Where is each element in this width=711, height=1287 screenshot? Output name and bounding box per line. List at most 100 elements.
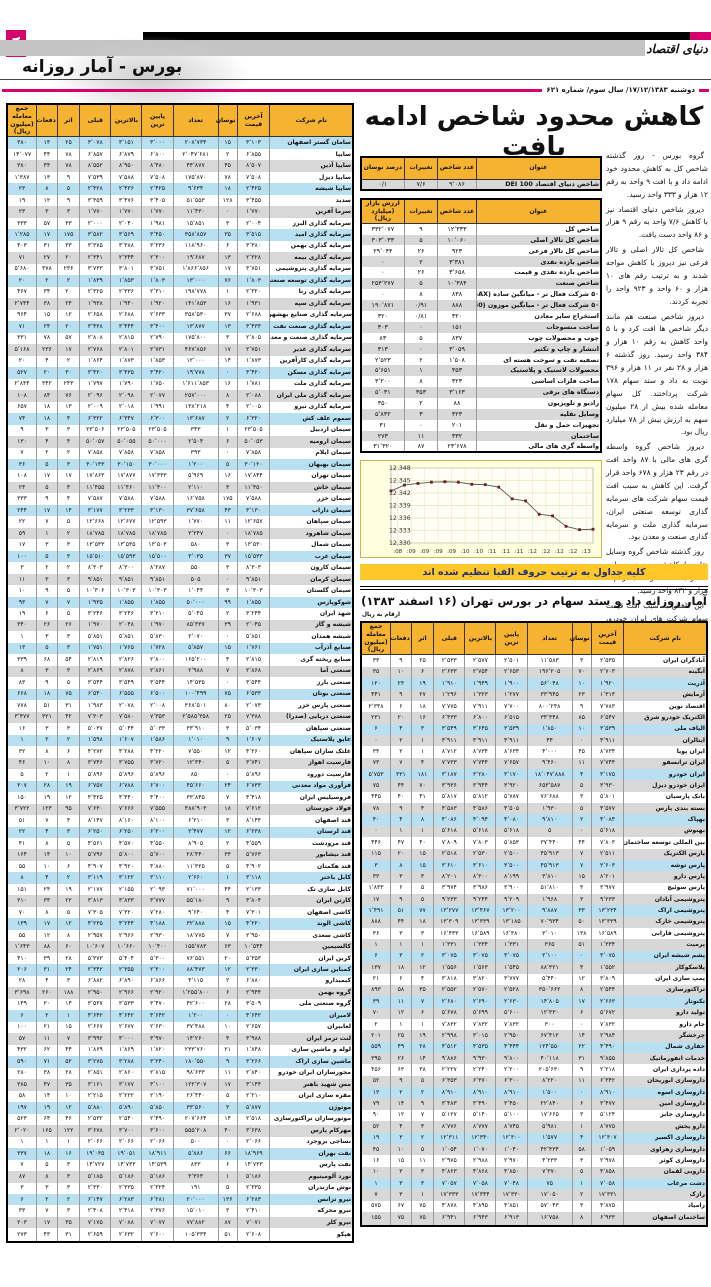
table-row: قند هکمتان ۴٬۹۰۲ ۵ ۱۱٬۳۲۵ ۴٬۸۸۰ ۴٬۹۲۰ ۴٬۹۰۷ ۶ ۱۰… — [6, 860, 354, 873]
table-row: کاشی اصفهان ۷٬۳۰۱ ۴ ۹٬۶۴۰ ۷٬۲۸۰ ۷٬۳۲۰ ۷٬۳۰۵ ۵ ۸ ۷… — [6, 906, 354, 919]
table-row: سرمایه گذاری صنعت نفت ۳٬۴۳۳ ۱۳ ۱۳٬۸۷۷ ۳٬۴۰۰ ۳… — [6, 321, 354, 333]
table-row: پتروشیمی آبادان ۹٬۲۳۳ ۳ ۱٬۹۶۸ ۹٬۲۰۹ ۹٬۲۴۴ ۹٬۲۳… — [360, 893, 708, 906]
column-header: اثر — [56, 103, 81, 137]
table-row: سرمایه گذاری بهمن ۳٬۳۸۰ ۶ ۱۱۸٬۹۶۰ ۳٬۳۳۶ ۳٬۳۸۸… — [6, 240, 354, 253]
table-row: سرمایه گذاری ملی ایران ۲٬۰۸۸ ۸ ۲۵۷٬۰۰۰ ۲٬۰۷۷… — [6, 390, 354, 402]
table-row: نیرو محرکه ۲٬۴۱۰ ۳ ۱۵٬۰۱۰ ۲٬۳۷۶ ۲٬۴۱۸ ۲٬۴۰۸ ۳ ۷ ۳… — [6, 1205, 354, 1217]
table-row: شاخص کل ۱۲٬۳۳۳ ۹ ۳۳۲٬۰۷۷ — [360, 223, 602, 235]
table-row: پارس سوئیچ ۳٬۹۷۷ ۳ ۵۱٬۸۱۰ ۳٬۹۰۰ ۳٬۹۸۶ ۳٬۹۷۴ ۵ ۶ ۱… — [360, 882, 708, 894]
stock-table-right: نام شرکت آخرین قیمت نوسان تعداد پایین ترین با… — [360, 621, 708, 1227]
table-row: اقتصاد نوین ۷٬۷۸۳ ۹ ۸۰۰٬۲۴۸ ۷٬۷۰۰ ۷٬۹۱۱ ۷٬۷۷۵ ۱… — [360, 700, 708, 713]
table-row: سرمایه گذاری مسکن ۳٬۴۲۰ ۰ ۱۹٬۷۷۸ ۳٬۴۲۰ ۳٬۴۳۵ ۳… — [6, 367, 354, 379]
table-row: پشم شیشه ایران ۳٬۰۷۵ ۰ ۲٬۱۰۰ ۳٬۰۷۵ ۳٬۰۷۵ ۳٬۰۷۵… — [360, 950, 708, 963]
column-header: آخرین قیمت — [590, 621, 625, 655]
table-row: فرآوری مواد معدنی ۶٬۷۳۳ ۲۴ ۴۵٬۶۶۰ ۶٬۷۰۰ ۶٬۷۸۸… — [6, 780, 354, 793]
table-row: صنعتی پارس خزر ۲٬۰۷۳ ۸۰ ۳۶۸٬۵۰۱ ۲٬۰۰۸ ۲٬۰۷۸ ۱٬… — [6, 700, 354, 712]
table-row: موتوژن ۵٬۸۷۷ ۳ ۳۳٬۵۶۰ ۵٬۸۵۰ ۵٬۸۹۰ ۵٬۸۸۰ ۱۲ ۱۹ ۱۹۷ — [6, 1102, 354, 1114]
table-row: نوش مازندران ۲٬۳۳۵ ۵ ۱۹۱ ۲٬۳۲۴ ۲٬۳۳۵ ۲٬۳۳۰ ۳ ۳ ۳ — [6, 1182, 354, 1194]
column-header: عنوان — [475, 156, 602, 180]
table-row: کارتن ایران ۳٬۸۰۴ ۹ ۵۵٬۱۸۰ ۳٬۷۷۷ ۳٬۸۳۳ ۳٬۸۱۳ ۲۲… — [6, 895, 354, 907]
table-row: مس شهید باهنر ۳٬۱۴۴ ۱۷ ۱۲۲٬۳۰۷ ۳٬۱۰۰ ۳٬۱۷۷ ۳٬۱… — [6, 1079, 354, 1091]
table-row: داروسازی جابر ۵٬۱۲۴ ۳ ۱۷٬۶۶۵ ۵٬۱۰۰ ۵٬۱۴۰ ۵٬۱۲۷… — [360, 1109, 708, 1122]
article-paragraph: گروه بورس - روز گذشته شاخص کل به کاهش مح… — [606, 151, 708, 199]
table-row: صنعتی بارز ۳٬۵۴۴ ۰ ۱۴٬۵۳۵ ۳٬۵۴۴ ۳٬۵۴۹ ۳٬۵۴۴ ۵ ۹ ۸… — [6, 677, 354, 689]
table-row: نیرو کلر ۷٬۰۷۱ ۸۷ ۷۷٬۸۸۲ ۷٬۰۷۷ ۷٬۰۸۸ ۷٬۱۷۵ ۳۵ ۱۷… — [6, 1216, 354, 1229]
svg-text:13:: 13: — [582, 549, 591, 555]
table-row: ماشین سازی اراک ۳٬۲۶۶ ۹ ۱۸۰٬۵۵۰ ۳٬۲۴۰ ۳٬۲۸۸ ۳٬… — [6, 1056, 354, 1068]
svg-text:12,336: 12,336 — [389, 516, 411, 523]
table-row: دارویی لقمان ۴٬۸۵۸ ۵ ۷٬۳۷۰ ۴٬۸۵۰ ۴٬۸۶۸ ۴٬۸۶۳ ۳ ۳… — [360, 1166, 708, 1178]
table-row: حفاری شمال ۴٬۴۹۰ ۲۲ ۱۲۴٬۵۵۰ ۴٬۴۴۴ ۴٬۵۳۵ ۴٬۵۱۲ ۲… — [360, 1041, 708, 1054]
svg-text:09:: 09: — [407, 549, 416, 555]
table-row: بین المللی توسعه ساختمان ۷٬۸۰۳ ۴۴ ۳۷٬۴۴۰ ۵٬۸… — [360, 837, 708, 849]
column-header: تغییرات — [403, 198, 439, 225]
index-summary-table: عنوان عدد شاخص تغییرات درصد نوسان شاخص دنیای… — [360, 156, 602, 191]
table-row: لامیران ۴٬۶۴۲ ۰ ۱٬۲۰۰ ۴٬۶۴۲ ۴٬۶۴۲ ۴٬۶۴۲ ۱ ۲ ۶ — [6, 1010, 354, 1022]
stock-table-left: نام شرکت آخرین قیمت نوسان تعداد پایین ترین با… — [6, 103, 354, 1243]
table-row: زامیاد ۴٬۸۷۵ ۳ ۵۷٬۰۴۳ ۴٬۸۵۱ ۴٬۸۹۵ ۴٬۸۷۸ ۷۵ ۶۷ ۵۷۵ — [360, 1200, 708, 1213]
chart-canvas: 12,330 12,333 12,336 12,339 12,342 12,345 12,3… — [363, 463, 597, 558]
table-row: پتروشیمی فارابی ۱۶٬۵۸۹ ۱۳۸ ۳٬۰۱۰ ۱۶٬۳۸۰ ۱۶٬۵۸… — [360, 928, 708, 940]
column-header: نوسان — [570, 621, 592, 655]
table-row: سیمان کرمان ۹٬۸۵۱ ۰ ۵۰۵ ۹٬۸۵۱ ۹٬۸۵۱ ۹٬۸۵۱ ۳ ۳ ۱۱ — [6, 573, 354, 586]
svg-text:12:: 12: — [555, 549, 564, 555]
table-row: کربن ایران ۵٬۳۵۳ ۲۰ ۷۶٬۵۵۱ ۵٬۳۰۰ ۵٬۴۰۴ ۵٬۳۷۳ ۲۸… — [6, 952, 354, 965]
column-header: عدد شاخص — [437, 156, 477, 180]
column-header: نام شرکت — [623, 621, 708, 655]
table-row: غلتک سازان سپاهان ۴٬۲۶۰ ۱۲ ۷٬۵۵۰ ۴٬۲۲۰ ۴٬۲۸۸ ۴… — [6, 746, 354, 758]
svg-text:12,333: 12,333 — [389, 528, 411, 535]
table-row: سایپا آذین ۸٬۵۰۷ ۴۵ ۴۴٬۸۷۷ ۸٬۴۸۰ ۸٬۹۵۰ ۸٬۵۵۲ ۷۸… — [6, 160, 354, 172]
table-row: سرمایه گذاری رنا ۲٬۳۲۰ ۱ ۱۹۸٬۷۷۸ ۲٬۳۱۰ ۲٬۳۳۶ ۲… — [6, 286, 354, 299]
column-header: اثر — [410, 621, 435, 655]
table-row: خدمات انفورماتیک ۹٬۸۵۵ ۳۱ ۴۰٬۱۱۸ ۹٬۸۰۰ ۹٬۹۳۰ ۹… — [360, 1053, 708, 1065]
table-row: داده پردازی ایران ۲٬۲۱۸ ۹ ۲۰۵٬۶۳۰ ۲٬۲۰۰ ۲٬۲۴۰… — [360, 1064, 708, 1076]
table-row: سدید ۳٬۴۵۵ ۱۲۸ ۵۱٬۵۵۳ ۳٬۴۰۵ ۳٬۴۷۶ ۳٬۴۵۹ ۹ ۱۲ ۱۹ — [6, 194, 354, 207]
table-row: پلاسکوکار ۱٬۵۵۲ ۴ ۸۸٬۳۲۱ ۱٬۵۴۵ ۱٬۵۶۳ ۱٬۵۵۶ ۱۲ ۱۸… — [360, 962, 708, 974]
column-header: دفعات — [390, 621, 412, 655]
table-row: ساخت منسوجات ۱۵۱ ۰ ۳۰۳ — [360, 321, 602, 333]
table-row: سرمایه گذاری سپه ۱٬۹۳۱ ۱۶ ۱۴۱٬۸۵۳ ۱٬۹۲۰ ۱٬۹۴۰… — [6, 298, 354, 310]
table-row: پارس دارو ۸٬۲۰۱ ۱۵ ۳٬۸۱۰ ۸٬۱۹۹ ۸٬۳۰۰ ۸٬۲۰۱ ۳ ۳ ۳۳ — [360, 871, 708, 883]
table-row: سیمان خزر ۷٬۵۸۸ ۱۷۵ ۱۶٬۷۵۸ ۷٬۵۸۸ ۷٬۵۸۸ ۷٬۵۸۷ ۴ ۹… — [6, 493, 354, 505]
table-row: داروسازی اسوه ۸٬۹۱۰ ۰ ۱٬۵۰۰ ۸٬۹۱۰ ۸٬۹۱۰ ۸٬۹۱۰ ۲… — [360, 1087, 708, 1099]
table-row: سایپا شیشه ۲٬۴۲۵ ۱۸ ۹٬۶۳۴ ۲٬۴۲۵ ۲٬۴۳۶ ۲٬۴۲۸ ۵ ۸ ۲… — [6, 183, 354, 195]
table-row: آبگینه ۲٬۷۰۳ ۷۰ ۱۹۶٬۲۰۵ ۲٬۶۵۳ ۲٬۷۵۴ ۲٬۶۳۳ ۶ ۱۰ ۳۵ — [360, 666, 708, 679]
table-row: نفت پارس ۱۴٬۷۳۳ ۶ ۸۳۳ ۱۴٬۵۳۹ ۱۴٬۷۳۳ ۱۴٬۷۲۷ ۳ ۵ ۷ — [6, 1159, 354, 1172]
table-row: سیمان ارومیه ۵۰٬۰۵۳ ۶ ۲٬۵۰۴ ۵۰٬۰۰۰ ۵۰٬۰۵۵ ۵۰٬۰… — [6, 436, 354, 448]
table-row: سرمایه گذاری ملت ۱٬۷۸۱ ۱۶ ۱٬۶۱۱٬۸۵۳ ۱٬۷۵۰ ۱٬۷… — [6, 378, 354, 391]
table-row: سرمایه گذاری توسعه صنعتی ۱٬۸۰۳ ۷۶ ۱۳٬۰۰۰ ۱٬۸… — [6, 275, 354, 287]
column-header: نوسان — [216, 103, 238, 137]
table-row: بهپاک ۴٬۰۸۴ ۲ ۹٬۸۱۰ ۴٬۰۸۰ ۴٬۰۹۴ ۴٬۰۸۶ ۸ ۴ ۴۰ — [360, 814, 708, 826]
table-row: سرمایه گذاری کارآفرین ۱٬۸۷۳ ۱۴ ۱۲٬۰۰۰ ۱٬۸۵۳ ۱… — [6, 355, 354, 368]
table-row: ایران ترانسفو ۷٬۷۴۴ ۱۱ ۹٬۴۶۰ ۷٬۶۵۷ ۷٬۷۴۴ ۷٬۷۳۳… — [360, 757, 708, 770]
svg-text:10:: 10: — [474, 549, 483, 555]
table-row: چوب و محصولات چوب ۸۳۷ ۵ ۸۳ — [360, 332, 602, 344]
table-row: ایران خودرو دیزل ۳٬۹۳۰ ۵ ۶۵۳٬۵۸۷ ۳٬۹۲۰ ۳٬۹۴۴ ۳… — [360, 780, 708, 792]
section-title: بورس - آمار روزانه — [22, 57, 183, 77]
table-row: وسایل نقلیه ۳۲۳ ۳ ۵٬۸۳۲ — [360, 408, 602, 420]
table-row: کابل باختر ۳٬۱۱۸ ۱ ۲٬۶۶۰ ۳٬۱۱۰ ۳٬۱۲۲ ۳٬۱۱۹ ۲ ۴ ۸ — [6, 872, 354, 884]
top-rule-magenta — [690, 32, 711, 40]
svg-text:11:: 11: — [514, 549, 523, 555]
table-row: آبادگران ایران ۲٬۵۳۵ ۳ ۱۱٬۵۸۳ ۲٬۵۰۱ ۲٬۵۷۷ ۲٬۵۳… — [360, 654, 708, 667]
column-header: تعداد — [172, 103, 219, 137]
table-row: نساجی بروجرد ۲٬۰۶۶ ۰ ۵۰۰ ۲٬۰۶۶ ۲٬۰۶۶ ۲٬۰۶۶ ۱ ۱ ۱ — [6, 1136, 354, 1149]
table-row: شهد ایران ۳٬۲۴۴ ۲ ۵٬۰۴۵ ۳٬۲۱۰ ۳٬۲۴۶ ۳٬۲۴۶ ۵ ۶ ۱۹ — [6, 608, 354, 620]
table-row: فروسیلیس ایران ۴٬۴۱۸ ۷ ۳۳٬۸۴۵ ۴٬۴۰۰ ۴٬۴۴۰ ۴٬۴۲… — [6, 792, 354, 804]
table-row: واسطه گری های مالی ۲۳٬۶۷۸ ۸۷ ۳۱٬۳۲۰ — [360, 441, 602, 453]
table-row: سایپا دیزل ۷٬۵۰۸ ۷۸ ۱۷۵٬۸۷۰ ۷٬۵۰۸ ۷٬۵۸۸ ۷٬۵۳۹ ۹… — [6, 171, 354, 184]
column-header: بالاترین — [110, 103, 143, 137]
table-row: شاخص کل تالار فرعی ۹۲۳ ۲۶ ۲۹٬۰۴۴ — [360, 245, 602, 257]
table-row: قند مرودشت ۴٬۵۵۹ ۲ ۸٬۹۰۵ ۴٬۵۵۰ ۴٬۵۷۰ ۴٬۵۶۱ ۵ ۸ ۴۱ — [6, 837, 354, 850]
table-row: رازک ۱۷٬۳۳۱ ۲ ۱۷٬۰۵۰ ۱۷٬۳۳۰ ۱۷٬۳۴۴ ۱۷٬۳۳۳ ۱ ۳ ۷ — [360, 1189, 708, 1201]
table-row: تکنوتار ۲٬۶۶۳ ۱۷ ۱۴٬۸۰۵ ۲٬۶۳۰ ۲٬۶۹۰ ۲٬۶۸۰ ۷ ۱۱ ۳۹ — [360, 996, 708, 1008]
column-header: قبلی — [433, 621, 466, 655]
table-row: الیاف ملی ۳٬۵۳۹ ۱۰ ۱٬۸۵۰ ۳٬۵۳۹ ۳٬۶۴۵ ۳٬۵۴۹ ۳ ۴ ۶ — [360, 723, 708, 735]
svg-text:10:: 10: — [461, 549, 470, 555]
table-row: دستگاه های برقی ۳٬۱۶۳ ۳۵۳ ۵٬۰۳۱ — [360, 387, 602, 398]
column-header: تغییرات — [403, 156, 439, 180]
table-row: سیمان اردبیل ۲۳٬۵۰۵ ۱ ۳۴۳ ۲۳٬۵۰۵ ۲۳٬۵۰۵ ۲۳٬۵۰۶… — [6, 424, 354, 437]
table-row: قند لرستان ۶٬۲۳۸ ۱۲ ۳٬۴۷۷ ۶٬۲۰۰ ۶٬۲۵۰ ۶٬۲۵۰ ۳ ۴ ۲… — [6, 826, 354, 838]
column-header: قبلی — [79, 103, 112, 137]
date-line: دوشنبه ۱۷/۱۲/۱۳۸۳/ سال سوم/ شماره ۶۲۱ — [0, 84, 711, 96]
